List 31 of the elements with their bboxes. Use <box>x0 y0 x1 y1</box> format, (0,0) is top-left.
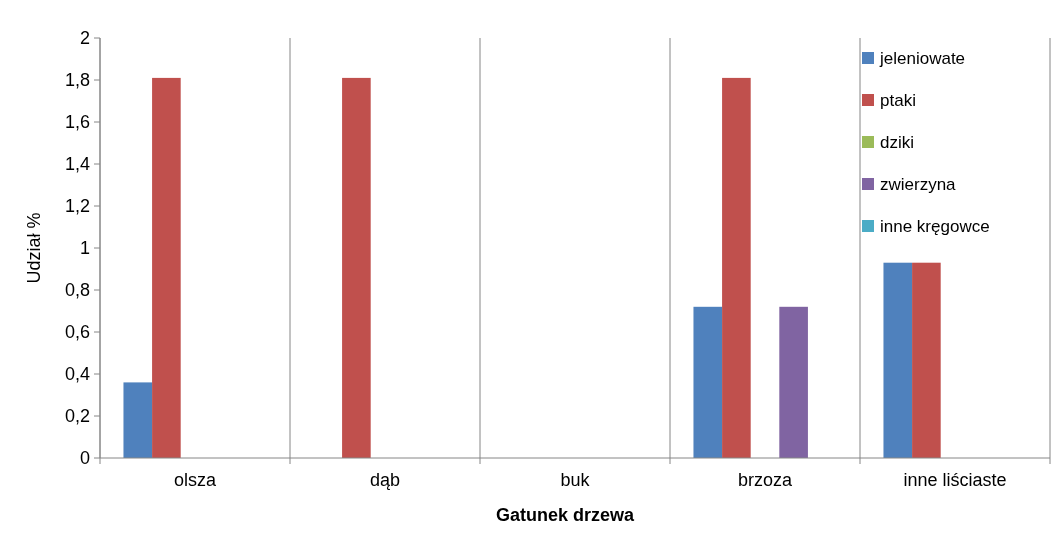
bar <box>779 306 808 458</box>
y-tick-label: 1,8 <box>64 70 90 91</box>
bar <box>693 306 723 458</box>
x-axis-title: Gatunek drzewa <box>495 505 636 525</box>
bar <box>883 262 913 458</box>
y-tick-label: 1,4 <box>64 154 90 175</box>
legend-label: dziki <box>880 132 915 152</box>
bar <box>152 77 181 458</box>
bar <box>123 382 153 458</box>
x-tick-label: buk <box>560 470 591 490</box>
x-tick-label: brzoza <box>737 470 793 490</box>
x-tick-label: dąb <box>369 470 401 490</box>
legend-label: zwierzyna <box>880 174 957 194</box>
legend-label: jeleniowate <box>879 48 966 68</box>
x-tick-label: inne liściaste <box>903 470 1007 490</box>
bar <box>342 77 371 458</box>
y-tick-label: 0,4 <box>64 364 90 385</box>
y-tick-label: 1,6 <box>64 112 90 133</box>
y-tick-label: 2 <box>79 28 90 49</box>
y-tick-label: 0,2 <box>64 406 90 427</box>
y-tick-label: 1 <box>79 238 90 259</box>
legend-label: inne kręgowce <box>880 216 990 236</box>
bar <box>722 77 751 458</box>
bar <box>912 262 941 458</box>
y-axis-title: Udział % <box>24 212 44 284</box>
y-tick-label: 1,2 <box>64 196 90 217</box>
y-tick-label: 0 <box>79 448 90 469</box>
y-tick-label: 0,6 <box>64 322 90 343</box>
x-tick-label: olsza <box>173 470 217 490</box>
legend-label: ptaki <box>880 90 916 110</box>
y-tick-label: 0,8 <box>64 280 90 301</box>
